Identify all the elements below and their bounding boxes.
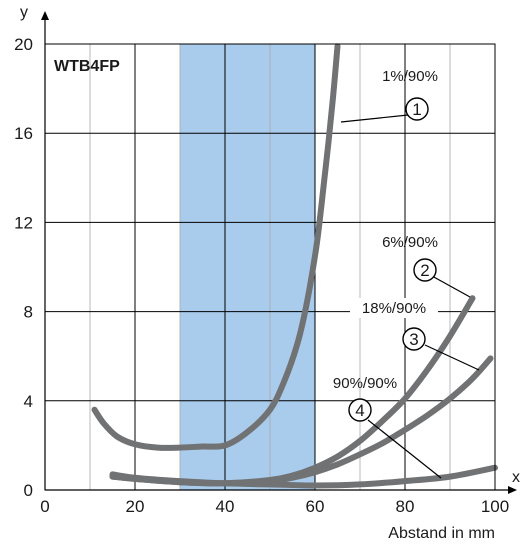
callout-leader-4 (367, 419, 442, 479)
y-tick-label: 16 (14, 124, 33, 143)
y-tick-label: 0 (24, 481, 33, 500)
series-label-2: 6%/90% (382, 234, 438, 251)
callout-leader-2 (431, 275, 471, 298)
series-layer (91, 43, 498, 489)
series-line-1 (91, 43, 341, 451)
callout-circle-3 (402, 327, 426, 351)
callout-leader-1 (340, 114, 409, 123)
callout-number-2: 2 (420, 261, 429, 280)
y-tick-label: 8 (24, 303, 33, 322)
callout-number-3: 3 (409, 330, 418, 349)
series-line-4 (109, 464, 498, 489)
x-tick-label: 0 (40, 497, 49, 516)
x-tick-label: 80 (396, 497, 415, 516)
x-axis-arrow (508, 486, 517, 494)
highlight-band (180, 44, 315, 490)
x-axis-name: x (512, 469, 520, 486)
label-layer: 0 20 40 60 80 100 0 4 8 12 16 20 1%/90% 1 6%/90% 2 18%/9… (14, 35, 509, 516)
x-tick-label: 40 (216, 497, 235, 516)
x-tick-label: 60 (306, 497, 325, 516)
x-tick-label: 20 (126, 497, 145, 516)
x-tick-label: 100 (481, 497, 509, 516)
series-label-3: 18%/90% (362, 300, 426, 317)
callout-circle-1 (405, 97, 429, 121)
y-axis-name: y (20, 4, 28, 21)
axis-layer (41, 11, 517, 494)
callout-leader-3 (424, 344, 480, 371)
y-tick-label: 20 (14, 35, 33, 54)
series-label-backing (350, 298, 438, 318)
callout-circle-2 (413, 258, 437, 282)
callout-number-4: 4 (355, 401, 364, 420)
chart-title: WTB4FP (54, 58, 120, 75)
highlight-band-layer (180, 44, 315, 490)
y-axis-arrow (41, 11, 49, 20)
x-axis-label: Abstand in mm (388, 525, 495, 542)
y-tick-label: 12 (14, 213, 33, 232)
callout-circle-4 (348, 398, 372, 422)
series-label-1: 1%/90% (382, 68, 438, 85)
callout-number-1: 1 (412, 100, 421, 119)
y-tick-label: 4 (24, 392, 33, 411)
series-label-4: 90%/90% (333, 375, 397, 392)
